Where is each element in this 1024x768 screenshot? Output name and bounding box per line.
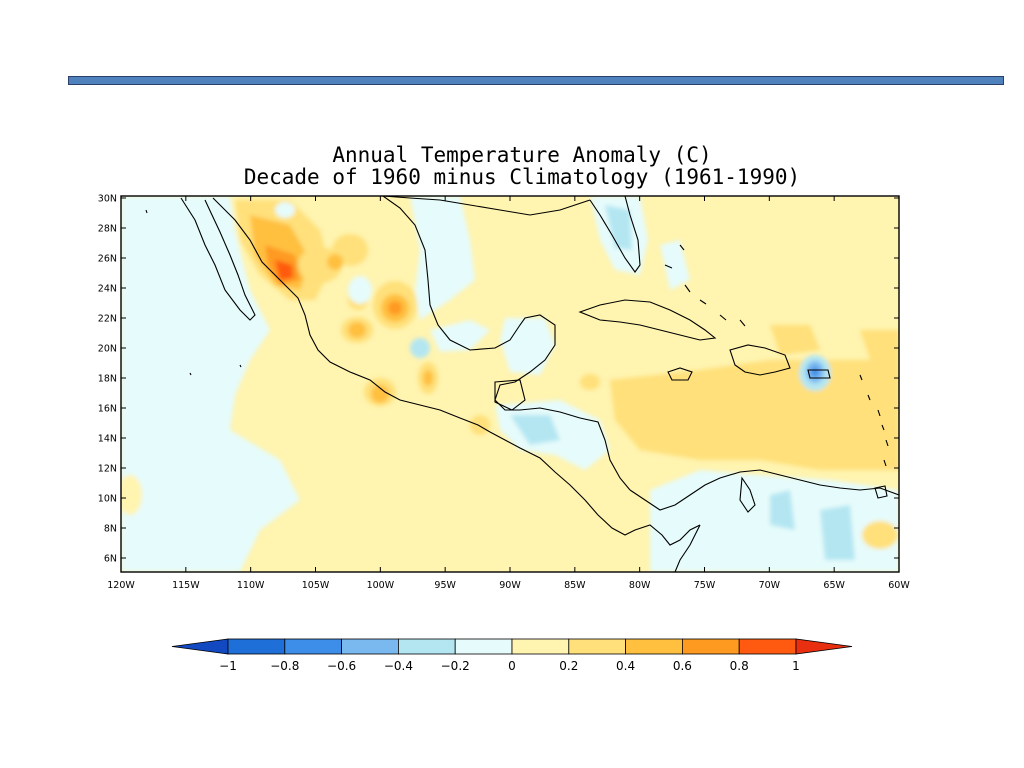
lon-label: 105W xyxy=(302,580,330,591)
colorbar-bin xyxy=(284,638,342,655)
lon-label: 95W xyxy=(434,580,456,591)
lon-label: 115W xyxy=(172,580,200,591)
colorbar-tick-label: 0.6 xyxy=(673,659,692,673)
lat-label: 26N xyxy=(98,254,117,265)
colorbar-tick-label: −0.4 xyxy=(384,659,413,673)
map-title: Annual Temperature Anomaly (C) xyxy=(332,143,712,167)
lat-label: 14N xyxy=(98,434,117,445)
colorbar-tick-label: 0.2 xyxy=(559,659,578,673)
colorbar-bin xyxy=(738,638,797,655)
colorbar-tick-label: 0.8 xyxy=(730,659,749,673)
lat-label: 22N xyxy=(98,314,117,325)
colorbar-bin xyxy=(397,638,456,655)
lat-label: 30N xyxy=(98,194,117,205)
lat-label: 8N xyxy=(104,524,117,535)
colorbar-bin xyxy=(511,638,570,655)
lat-label: 24N xyxy=(98,284,117,295)
map-subtitle: Decade of 1960 minus Climatology (1961-1… xyxy=(243,165,801,189)
lat-label: 28N xyxy=(98,224,117,235)
colorbar-tick-label: 0.4 xyxy=(616,659,635,673)
lon-label: 90W xyxy=(499,580,521,591)
colorbar-bin xyxy=(682,638,740,655)
anomaly-field xyxy=(121,196,899,572)
colorbar-tick-label: −0.8 xyxy=(270,659,299,673)
coastlines xyxy=(145,196,899,572)
lon-label: 70W xyxy=(759,580,781,591)
colorbar-bin xyxy=(568,638,626,655)
longitude-axis: 120W 115W 110W 105W 100W 95W 90W 85W 80W 75W 70W 65… xyxy=(107,196,910,591)
lat-label: 18N xyxy=(98,374,117,385)
colorbar-under-arrow xyxy=(171,638,229,655)
colorbar-bin xyxy=(227,638,286,655)
colorbar-tick-label: −1 xyxy=(219,659,237,673)
colorbar: −1 −0.8 −0.6 −0.4 −0.2 0 0.2 0.4 0.6 0.8 1 xyxy=(171,638,853,673)
lon-label: 110W xyxy=(237,580,265,591)
lat-label: 16N xyxy=(98,404,117,415)
colorbar-bin xyxy=(341,638,399,655)
lon-label: 65W xyxy=(823,580,845,591)
lat-label: 20N xyxy=(98,344,117,355)
lon-label: 85W xyxy=(564,580,586,591)
colorbar-bin xyxy=(454,638,513,655)
slide-accent-bar xyxy=(68,76,1004,85)
colorbar-over-arrow xyxy=(795,638,853,655)
latitude-axis: 30N 28N 26N 24N 22N 20N 18N 16N 14N 12N 10N 8N 6N xyxy=(98,194,899,565)
lon-label: 100W xyxy=(367,580,395,591)
colorbar-tick-label: −0.2 xyxy=(441,659,470,673)
lon-label: 80W xyxy=(629,580,651,591)
colorbar-tick-label: 1 xyxy=(792,659,800,673)
lat-label: 6N xyxy=(104,554,117,565)
colorbar-tick-label: −0.6 xyxy=(327,659,356,673)
lon-label: 75W xyxy=(694,580,716,591)
colorbar-tick-label: 0 xyxy=(508,659,516,673)
lon-label: 120W xyxy=(107,580,135,591)
colorbar-bin xyxy=(625,638,683,655)
lat-label: 10N xyxy=(98,494,117,505)
lon-label: 60W xyxy=(888,580,910,591)
lat-label: 12N xyxy=(98,464,117,475)
